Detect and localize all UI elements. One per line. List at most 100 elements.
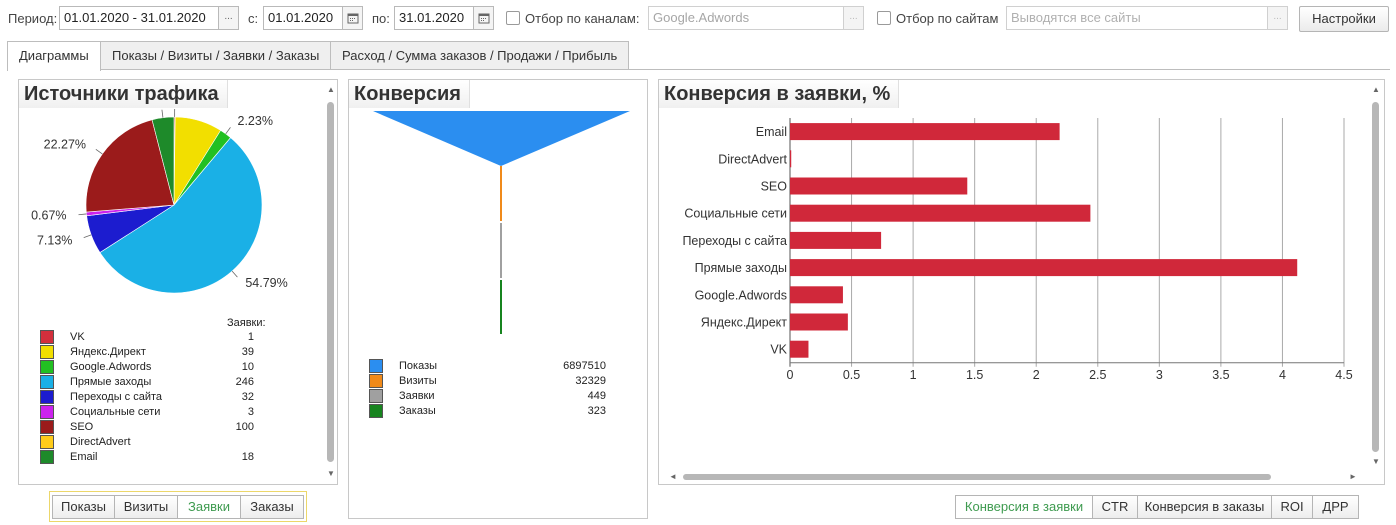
conversion-title: Конверсия (349, 80, 470, 108)
scroll-down-icon[interactable]: ▼ (1372, 457, 1380, 466)
pie-label-leader (95, 148, 103, 155)
x-tick-label: 0.5 (843, 368, 860, 380)
y-category-label: VK (770, 343, 787, 357)
legend-name: Визиты (399, 375, 437, 387)
legend-value: 32329 (575, 375, 606, 387)
legend-name: Переходы с сайта (70, 391, 163, 403)
pie-label: 2.23% (238, 114, 273, 128)
x-tick-label: 1.5 (966, 368, 983, 380)
pie-label: 7.13% (37, 233, 72, 247)
legend-value: 449 (587, 390, 606, 402)
channels-field[interactable]: Google.Adwords (648, 6, 844, 30)
period-label: Период: (8, 11, 58, 26)
scroll-left-icon[interactable]: ◄ (669, 472, 677, 481)
legend-swatch (369, 359, 383, 373)
scroll-right-icon[interactable]: ► (1349, 472, 1357, 481)
pie-slice (151, 116, 175, 206)
traffic-metric-group (49, 491, 307, 522)
calendar-icon[interactable] (343, 6, 363, 30)
tab-impressions-visits[interactable]: Показы / Визиты / Заявки / Заказы (100, 41, 332, 70)
pie-label-leader (225, 127, 231, 135)
scroll-up-icon[interactable]: ▲ (327, 85, 335, 94)
y-category-label: Социальные сети (684, 207, 787, 221)
channels-filter-checkbox[interactable] (506, 11, 520, 25)
legend-name: Прямые заходы (70, 376, 152, 388)
y-category-label: SEO (761, 180, 788, 194)
x-tick-label: 2.5 (1089, 368, 1106, 380)
legend-swatch (369, 404, 383, 418)
traffic-legend: VK 1 Яндекс.Директ 39 Google.Adwords 10 Прямые… (40, 330, 270, 470)
sites-field[interactable]: Выводятся все сайты (1006, 6, 1268, 30)
legend-swatch (369, 389, 383, 403)
lead-conversion-hscroll[interactable]: ◄ ► (669, 473, 1359, 482)
legend-swatch (40, 435, 54, 449)
x-tick-label: 3.5 (1212, 368, 1229, 380)
calendar-icon[interactable] (474, 6, 494, 30)
legend-name: Заявки (399, 390, 435, 402)
scroll-thumb[interactable] (683, 474, 1271, 480)
date-to-label: по: (372, 11, 390, 26)
sites-select-button[interactable]: ... (1268, 6, 1288, 30)
traffic-scrollbar[interactable]: ▲ ▼ (326, 86, 335, 478)
bar (790, 313, 848, 331)
period-field[interactable]: 01.01.2020 - 31.01.2020 (59, 6, 219, 30)
tab-charts[interactable]: Диаграммы (7, 41, 101, 71)
traffic-sources-title: Источники трафика (19, 80, 228, 108)
legend-swatch (40, 330, 54, 344)
legend-value: 3 (247, 406, 254, 418)
pie-label: 4.01% (143, 108, 178, 109)
legend-value: 18 (241, 451, 254, 463)
legend-name: Социальные сети (70, 406, 161, 418)
period-select-button[interactable]: ... (219, 6, 239, 30)
traffic-metric-button-0[interactable]: Показы (52, 495, 115, 519)
y-category-label: Переходы с сайта (682, 234, 787, 248)
tab-divider (7, 69, 1390, 70)
x-tick-label: 0 (787, 368, 794, 380)
traffic-metric-button-3[interactable]: Заказы (241, 495, 304, 519)
lead-conversion-vscroll[interactable]: ▲ ▼ (1371, 86, 1380, 466)
legend-value: 323 (587, 405, 606, 417)
channels-select-button[interactable]: ... (844, 6, 864, 30)
lead-metric-button-4[interactable]: ДРР (1313, 495, 1359, 519)
conversion-legend: Показы 6897510 Визиты 32329 Заявки 449 Заказы 3… (369, 359, 609, 423)
legend-name: SEO (70, 421, 94, 433)
y-category-label: Google.Adwords (695, 288, 787, 302)
bar (790, 204, 1091, 222)
legend-swatch (40, 360, 54, 374)
traffic-metric-button-1[interactable]: Визиты (115, 495, 178, 519)
sites-filter-checkbox[interactable] (877, 11, 891, 25)
legend-value: 39 (241, 346, 254, 358)
pie-label: 22.27% (44, 138, 86, 152)
legend-header: Заявки: (227, 317, 266, 329)
y-category-label: Яндекс.Директ (701, 316, 787, 330)
pie-label-leader (161, 109, 164, 118)
settings-button[interactable]: Настройки (1299, 6, 1389, 32)
legend-name: VK (70, 331, 85, 343)
tab-expenses-sales[interactable]: Расход / Сумма заказов / Продажи / Прибы… (330, 41, 630, 70)
y-category-label: Email (756, 125, 787, 139)
lead-conversion-panel: Конверсия в заявки, % 0 0.5 1 1.5 2 2.5 3 3.5 4 4… (658, 79, 1385, 485)
lead-metric-button-1[interactable]: CTR (1093, 495, 1138, 519)
legend-swatch (40, 405, 54, 419)
bar (790, 177, 968, 195)
traffic-metric-button-2[interactable]: Заявки (178, 495, 241, 519)
pie-slice (85, 119, 175, 213)
x-tick-label: 2 (1033, 368, 1040, 380)
scroll-thumb[interactable] (327, 102, 334, 462)
legend-name: Google.Adwords (70, 361, 152, 373)
lead-metric-button-3[interactable]: ROI (1272, 495, 1313, 519)
pie-slice (99, 137, 263, 294)
sites-field-placeholder: Выводятся все сайты (1011, 10, 1141, 25)
lead-metric-button-2[interactable]: Конверсия в заказы (1138, 495, 1272, 519)
scroll-up-icon[interactable]: ▲ (1372, 85, 1380, 94)
y-category-label: DirectAdvert (718, 152, 787, 166)
x-tick-label: 1 (910, 368, 917, 380)
scroll-thumb[interactable] (1372, 102, 1379, 452)
date-from-field[interactable]: 01.01.2020 (263, 6, 343, 30)
scroll-down-icon[interactable]: ▼ (327, 469, 335, 478)
date-to-field[interactable]: 31.01.2020 (394, 6, 474, 30)
lead-metric-button-0[interactable]: Конверсия в заявки (955, 495, 1093, 519)
y-category-label: Прямые заходы (695, 261, 787, 275)
legend-value: 32 (241, 391, 254, 403)
bar (790, 123, 1060, 141)
